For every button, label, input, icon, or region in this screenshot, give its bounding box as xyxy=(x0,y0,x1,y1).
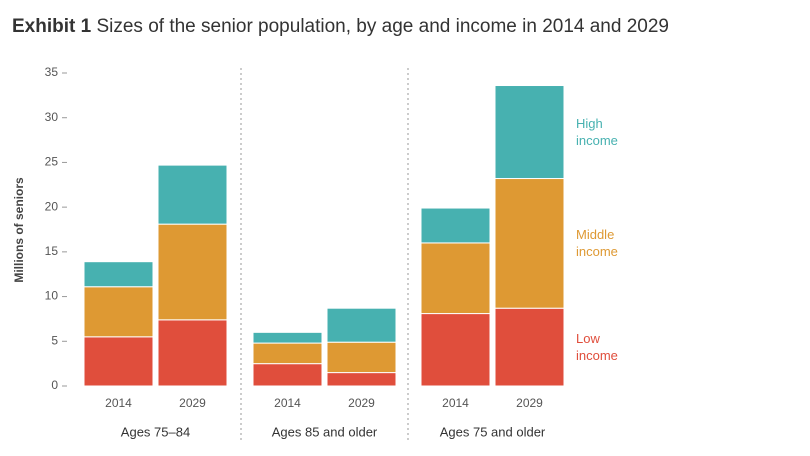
bar-segment xyxy=(83,261,154,288)
bar-segment xyxy=(252,331,323,344)
bar-segment xyxy=(83,336,154,387)
bar-segment xyxy=(494,178,565,309)
bar-segment xyxy=(420,313,491,387)
legend-label: Low income xyxy=(576,331,618,364)
y-tick-label: 35 xyxy=(45,65,59,79)
x-tick-label: 2014 xyxy=(105,396,132,410)
bar-segment xyxy=(420,207,491,244)
bar-segment xyxy=(252,342,323,365)
group-label: Ages 85 and older xyxy=(272,424,378,439)
bar-segment xyxy=(157,223,228,321)
exhibit-label: Exhibit 1 xyxy=(12,16,92,37)
bar-segment xyxy=(252,363,323,387)
bar-segment xyxy=(420,242,491,315)
chart-title: Sizes of the senior population, by age a… xyxy=(96,16,669,37)
y-tick-label: 5 xyxy=(51,333,58,347)
y-tick-label: 20 xyxy=(45,199,59,213)
x-tick-label: 2014 xyxy=(442,396,469,410)
y-tick-label: 15 xyxy=(45,244,59,258)
bar-segment xyxy=(494,85,565,180)
title: Exhibit 1 Sizes of the senior population… xyxy=(12,16,669,38)
x-tick-label: 2029 xyxy=(348,396,375,410)
y-axis-label: Millions of seniors xyxy=(12,177,26,283)
x-tick-label: 2014 xyxy=(274,396,301,410)
bar-segment xyxy=(157,319,228,387)
x-tick-label: 2029 xyxy=(179,396,206,410)
bar-segment xyxy=(326,341,397,374)
bar-segment xyxy=(326,372,397,387)
y-tick-label: 25 xyxy=(45,155,59,169)
bar-segment xyxy=(83,286,154,338)
y-tick-label: 30 xyxy=(45,110,59,124)
bar-segment xyxy=(494,307,565,387)
x-tick-label: 2029 xyxy=(516,396,543,410)
legend-label: Middle income xyxy=(576,227,618,260)
group-label: Ages 75 and older xyxy=(440,424,546,439)
group-label: Ages 75–84 xyxy=(121,424,190,439)
y-tick-label: 0 xyxy=(51,378,58,392)
bar-segment xyxy=(157,164,228,225)
y-tick-label: 10 xyxy=(45,289,59,303)
legend-label: High income xyxy=(576,116,618,149)
bar-segment xyxy=(326,307,397,343)
